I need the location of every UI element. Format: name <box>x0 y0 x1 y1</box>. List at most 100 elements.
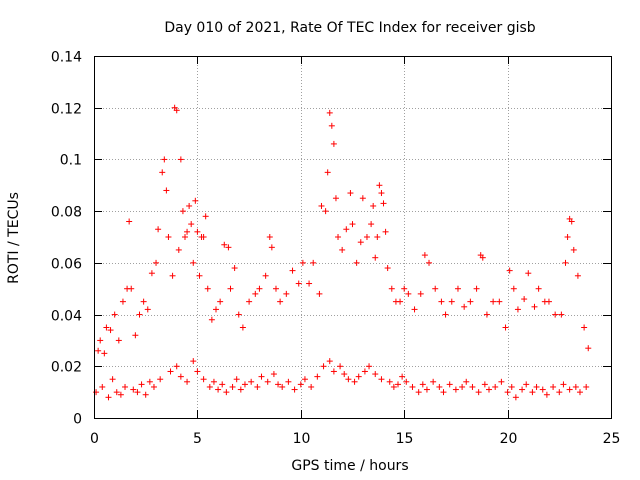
data-point <box>299 259 306 266</box>
data-point <box>490 298 497 305</box>
data-point <box>206 383 213 390</box>
data-point <box>217 298 224 305</box>
data-point <box>343 226 350 233</box>
data-point <box>177 373 184 380</box>
data-point <box>227 285 234 292</box>
data-point <box>161 156 168 163</box>
data-point <box>173 107 180 114</box>
data-point <box>188 221 195 228</box>
data-point <box>570 246 577 253</box>
data-point <box>386 378 393 385</box>
data-point <box>378 190 385 197</box>
data-point <box>394 381 401 388</box>
data-point <box>403 378 410 385</box>
data-point <box>502 324 509 331</box>
x-axis-label: GPS time / hours <box>291 458 408 474</box>
data-point <box>426 259 433 266</box>
data-point <box>326 109 333 116</box>
data-point <box>159 169 166 176</box>
data-point <box>295 280 302 287</box>
data-point <box>355 373 362 380</box>
y-tick-label: 0.02 <box>51 360 82 376</box>
data-point <box>322 208 329 215</box>
data-point <box>374 234 381 240</box>
data-point <box>345 376 352 383</box>
data-point <box>316 290 323 297</box>
data-point <box>525 270 532 277</box>
data-point <box>270 371 277 378</box>
data-point <box>231 265 238 272</box>
data-point <box>463 378 470 385</box>
data-point <box>320 363 327 370</box>
data-point <box>492 383 499 390</box>
data-point <box>109 376 116 383</box>
data-point <box>363 234 370 240</box>
data-point <box>239 324 246 331</box>
data-point <box>179 208 186 215</box>
data-point <box>107 327 114 334</box>
chart-title: Day 010 of 2021, Rate Of TEC Index for r… <box>164 20 535 36</box>
data-point <box>186 202 193 209</box>
data-point <box>533 383 540 390</box>
data-point <box>308 383 315 390</box>
y-tick-label: 0.04 <box>51 309 82 325</box>
data-point <box>353 259 360 266</box>
data-point <box>585 345 592 352</box>
data-point <box>372 371 379 378</box>
data-point <box>258 373 265 380</box>
data-point <box>219 381 226 388</box>
data-point <box>194 228 201 235</box>
data-point <box>196 272 203 279</box>
x-tick-label: 5 <box>193 431 202 447</box>
data-point <box>529 389 536 396</box>
data-point <box>115 337 122 344</box>
data-point <box>233 376 240 383</box>
data-point <box>519 386 526 393</box>
data-point <box>210 378 217 385</box>
data-point <box>583 383 590 390</box>
data-point <box>266 234 273 240</box>
data-point <box>93 389 100 396</box>
data-point <box>357 239 364 246</box>
data-point <box>384 265 391 272</box>
y-tick-label: 0 <box>73 412 82 428</box>
data-point <box>498 378 505 385</box>
data-point <box>415 389 422 396</box>
data-point <box>397 298 404 305</box>
data-point <box>184 228 191 235</box>
data-point <box>419 381 426 388</box>
data-point <box>566 386 573 393</box>
data-point <box>339 246 346 253</box>
data-point <box>208 316 215 323</box>
data-point <box>562 259 569 266</box>
data-point <box>568 218 575 225</box>
data-point <box>326 358 333 365</box>
data-point <box>128 285 135 292</box>
y-axis-label: ROTI / TECUs <box>6 192 22 284</box>
data-point <box>504 389 511 396</box>
data-point <box>241 381 248 388</box>
y-tick-label: 0.14 <box>51 50 82 66</box>
data-point <box>335 234 342 240</box>
data-point <box>262 272 269 279</box>
data-point <box>514 306 521 313</box>
data-point <box>535 285 542 292</box>
grid <box>94 56 611 418</box>
data-point <box>401 285 408 292</box>
data-point <box>411 306 418 313</box>
data-point <box>177 156 184 163</box>
data-point <box>475 389 482 396</box>
data-point <box>510 285 517 292</box>
y-tick-label: 0.1 <box>60 153 82 169</box>
data-point <box>142 391 149 398</box>
data-point <box>113 389 120 396</box>
data-point <box>341 371 348 378</box>
data-point <box>148 270 155 277</box>
data-point <box>126 218 133 225</box>
data-point <box>291 386 298 393</box>
data-point <box>297 381 304 388</box>
data-point <box>512 394 519 401</box>
data-point <box>380 200 387 207</box>
data-point <box>454 285 461 292</box>
